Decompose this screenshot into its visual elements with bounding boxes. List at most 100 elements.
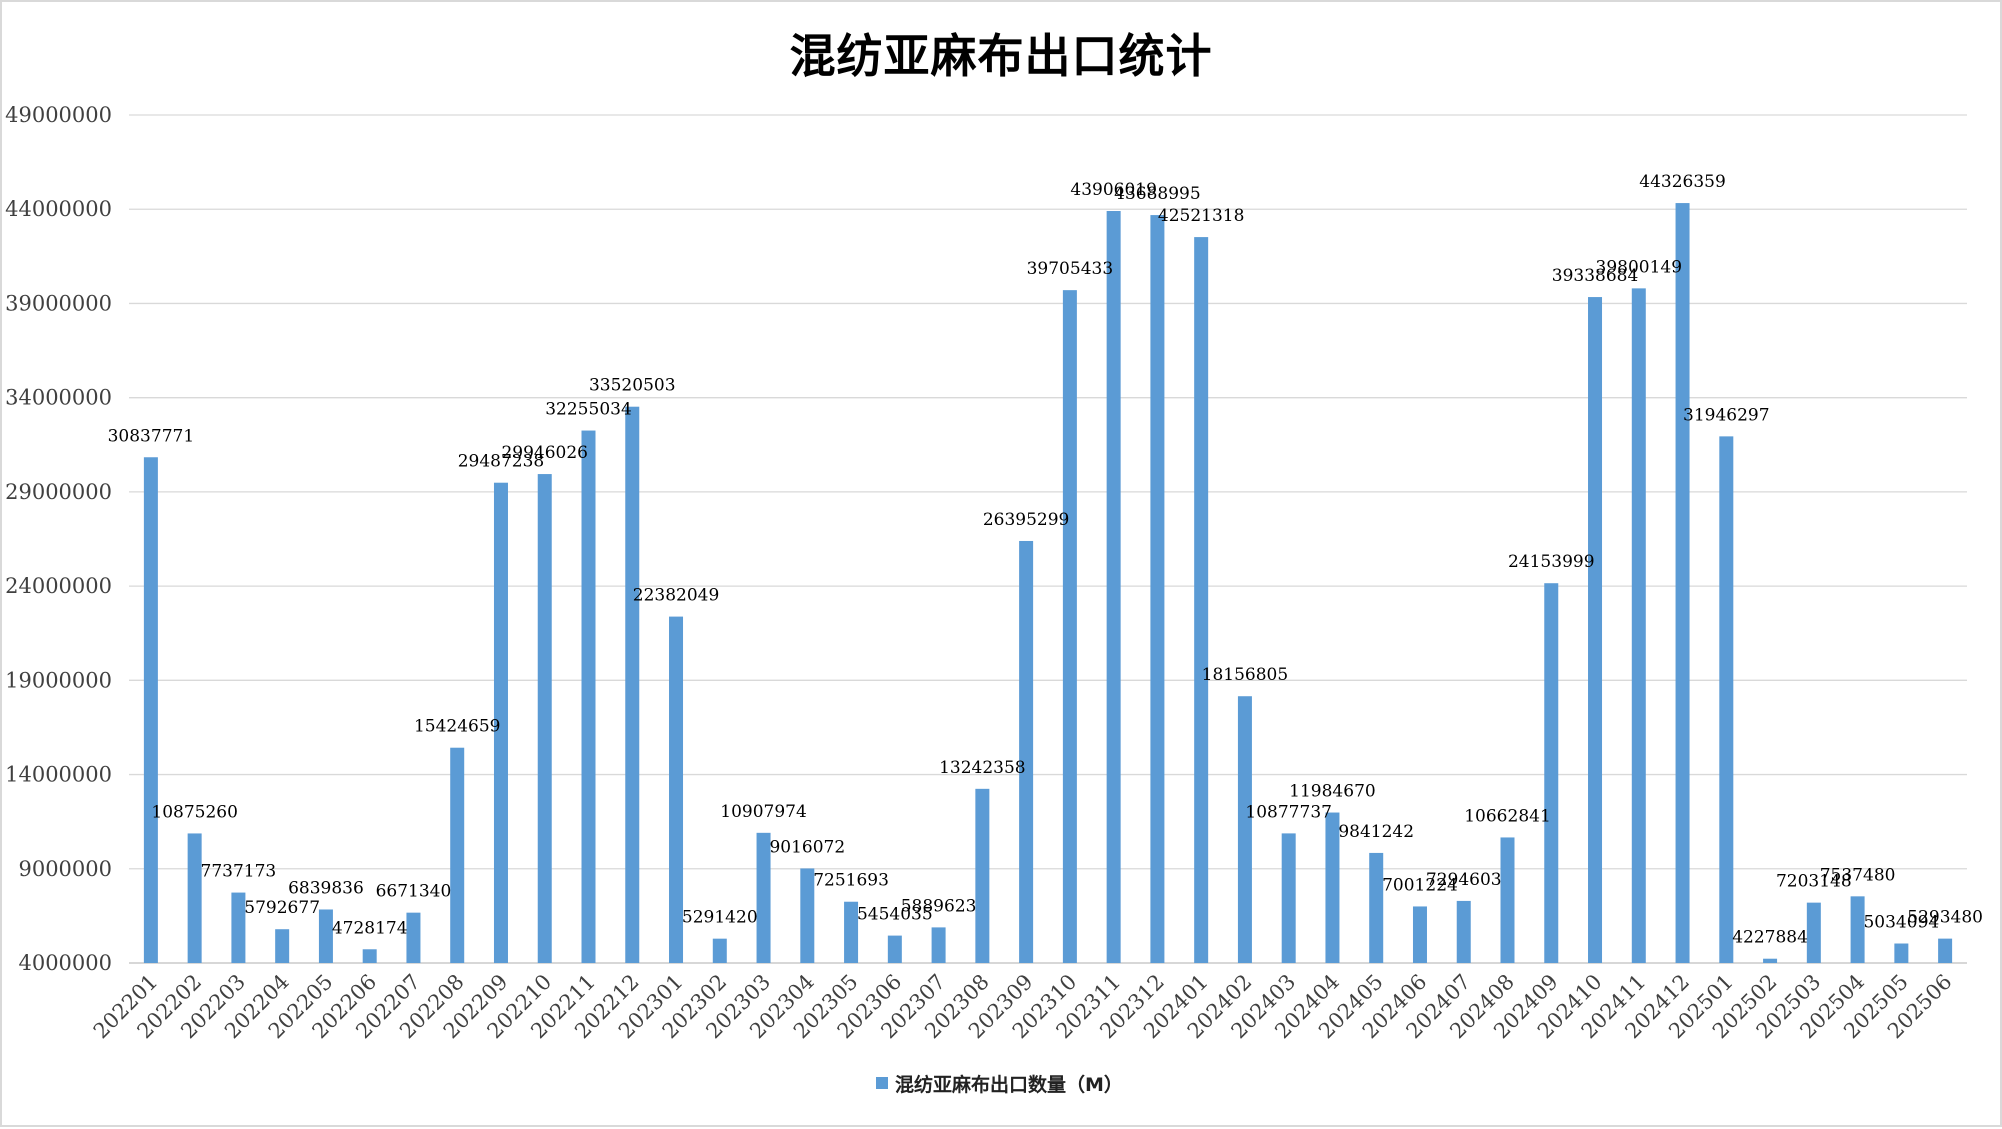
data-label: 39800149 xyxy=(1596,257,1683,277)
bar xyxy=(1500,837,1515,963)
data-label: 13242358 xyxy=(939,758,1026,778)
data-label: 26395299 xyxy=(983,510,1070,530)
y-tick-label: 49000000 xyxy=(5,103,112,127)
y-tick-label: 4000000 xyxy=(18,951,112,975)
bar xyxy=(1588,297,1603,963)
bar xyxy=(1194,237,1209,963)
data-label: 43906019 xyxy=(1070,180,1157,200)
y-tick-label: 39000000 xyxy=(5,291,112,315)
data-label: 7537480 xyxy=(1820,865,1896,885)
bar xyxy=(275,929,290,963)
y-tick-label: 14000000 xyxy=(5,763,112,787)
bar xyxy=(844,901,859,963)
bar xyxy=(450,747,465,963)
data-label: 5454035 xyxy=(857,905,933,925)
x-axis-ticks: 2022012022022022032022042022052022062022… xyxy=(89,970,1957,1044)
bar xyxy=(1019,540,1034,963)
legend: 混纺亚麻布出口数量（M） xyxy=(876,1073,1123,1096)
legend-swatch xyxy=(876,1077,888,1089)
data-label: 7001224 xyxy=(1382,875,1458,895)
data-label: 6671340 xyxy=(376,882,452,902)
data-label: 11984670 xyxy=(1289,782,1376,802)
data-label: 7737173 xyxy=(201,862,277,882)
data-label: 10662841 xyxy=(1464,806,1551,826)
data-label: 22382049 xyxy=(633,586,720,606)
data-label: 43688995 xyxy=(1114,184,1201,204)
data-label: 33520503 xyxy=(589,376,676,396)
y-tick-label: 34000000 xyxy=(5,386,112,410)
bar xyxy=(143,457,158,963)
data-label: 29487238 xyxy=(458,452,545,472)
bar xyxy=(1719,436,1734,963)
bar xyxy=(231,892,246,963)
bar xyxy=(581,430,596,964)
data-label: 6839836 xyxy=(288,878,364,898)
bar xyxy=(1675,203,1690,964)
bar xyxy=(187,833,202,963)
bar xyxy=(1938,938,1953,963)
data-label: 29946026 xyxy=(501,443,588,463)
bar xyxy=(1325,812,1340,963)
bar xyxy=(1369,852,1384,963)
data-label: 5291420 xyxy=(682,908,758,928)
data-label: 5034094 xyxy=(1863,913,1939,933)
y-axis-ticks: 4000000 9000000 14000000 19000000 24000000 29… xyxy=(5,103,112,975)
y-tick-label: 44000000 xyxy=(5,197,112,221)
bar xyxy=(537,474,552,963)
chart-title: 混纺亚麻布出口统计 xyxy=(789,29,1213,83)
data-label: 5792677 xyxy=(244,898,320,918)
data-label: 9016072 xyxy=(769,837,845,857)
data-label: 18156805 xyxy=(1202,665,1289,685)
bar xyxy=(493,482,508,963)
bar xyxy=(1850,896,1865,963)
bar xyxy=(362,949,377,963)
data-label: 24153999 xyxy=(1508,552,1595,572)
bar xyxy=(1237,696,1252,963)
data-label: 7294603 xyxy=(1426,870,1502,890)
data-label: 4728174 xyxy=(332,918,408,938)
bar xyxy=(669,616,684,963)
data-label: 7203148 xyxy=(1776,872,1852,892)
bar xyxy=(1062,290,1077,963)
bars xyxy=(143,203,1953,964)
bar xyxy=(318,909,333,963)
legend-label: 混纺亚麻布出口数量（M） xyxy=(895,1073,1123,1096)
gridlines xyxy=(129,114,1967,964)
data-label: 42521318 xyxy=(1158,206,1245,226)
bar xyxy=(1631,288,1646,963)
data-label: 31946297 xyxy=(1683,405,1770,425)
data-label: 30837771 xyxy=(108,426,195,446)
y-tick-label: 9000000 xyxy=(18,857,112,881)
bar xyxy=(1763,958,1778,963)
data-label: 10877737 xyxy=(1245,802,1332,822)
bar xyxy=(1806,902,1821,963)
bar xyxy=(1150,215,1165,963)
bar xyxy=(1281,833,1296,963)
bar xyxy=(756,832,771,963)
data-label: 5889623 xyxy=(901,896,977,916)
y-tick-label: 24000000 xyxy=(5,574,112,598)
bar xyxy=(406,912,421,963)
y-tick-label: 29000000 xyxy=(5,480,112,504)
data-label: 39705433 xyxy=(1027,259,1114,279)
data-label: 10907974 xyxy=(720,802,807,822)
bar xyxy=(931,927,946,963)
data-label: 5293480 xyxy=(1907,908,1983,928)
data-label: 15424659 xyxy=(414,717,501,737)
bar xyxy=(1456,900,1471,963)
data-label: 10875260 xyxy=(151,802,238,822)
bar xyxy=(625,406,640,963)
bar xyxy=(1412,906,1427,963)
bar xyxy=(800,868,815,963)
bar xyxy=(1544,583,1559,963)
data-label: 4227884 xyxy=(1732,928,1808,948)
data-label: 44326359 xyxy=(1639,172,1726,192)
bar xyxy=(1894,943,1909,963)
bar xyxy=(712,938,727,963)
data-label: 7251693 xyxy=(813,871,889,891)
data-label: 32255034 xyxy=(545,400,632,420)
data-label: 9841242 xyxy=(1338,822,1414,842)
